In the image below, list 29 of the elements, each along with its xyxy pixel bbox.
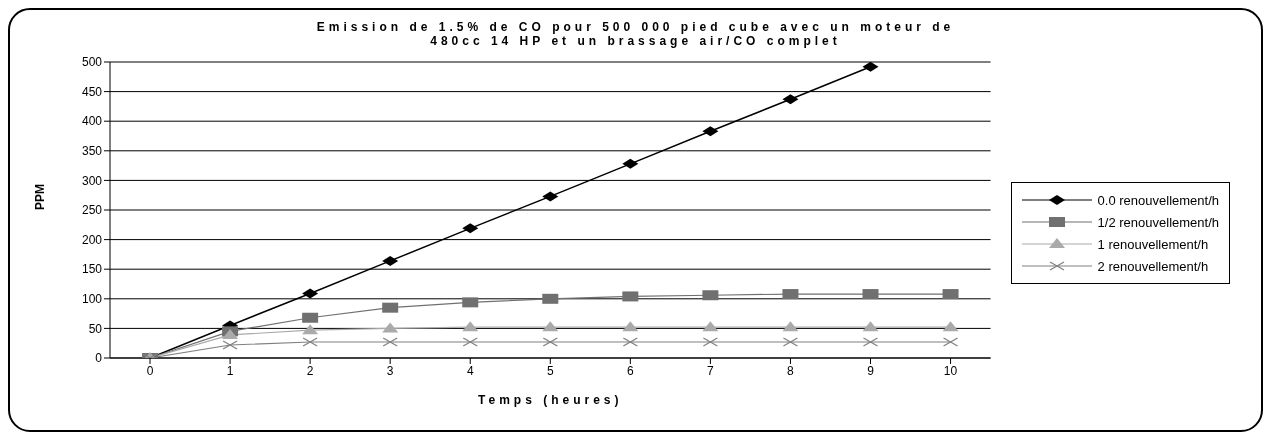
x-tick-label: 8 <box>787 363 795 378</box>
x-axis-title: Temps (heures) <box>478 393 623 407</box>
chart-title: Emission de 1.5% de CO pour 500 000 pied cube avec un moteur de 480cc 14 HP et un brassage air/CO complet <box>315 20 956 48</box>
y-tick-label: 150 <box>81 262 103 277</box>
y-tick-label: 250 <box>81 203 103 218</box>
x-tick-label: 5 <box>546 363 554 378</box>
x-tick-label: 6 <box>627 363 634 378</box>
x-tick-label: 1 <box>226 363 234 378</box>
x-tick-label: 3 <box>386 363 394 378</box>
y-tick-label: 450 <box>81 84 103 99</box>
x-tick-label: 4 <box>466 363 474 378</box>
text: 0.0 renouvellement/h <box>1097 192 1219 208</box>
x-tick-label: 7 <box>707 363 715 378</box>
y-tick-label: 500 <box>81 55 103 70</box>
x-tick-label: 9 <box>867 363 875 378</box>
y-tick-label: 300 <box>81 173 103 188</box>
y-axis-title: PPM <box>33 183 48 210</box>
y-tick-label: 0 <box>95 351 103 366</box>
text: 2 renouvellement/h <box>1097 258 1209 274</box>
y-tick-label: 50 <box>88 321 103 336</box>
y-tick-label: 400 <box>81 114 103 129</box>
y-tick-label: 350 <box>81 144 103 159</box>
y-tick-label: 100 <box>81 292 103 307</box>
text: 1 renouvellement/h <box>1097 236 1209 252</box>
y-tick-label: 200 <box>81 232 103 247</box>
x-tick-label: 0 <box>146 363 154 378</box>
text: 1/2 renouvellement/h <box>1097 214 1219 230</box>
x-tick-label: 2 <box>306 363 314 378</box>
x-tick-label: 10 <box>943 363 958 378</box>
